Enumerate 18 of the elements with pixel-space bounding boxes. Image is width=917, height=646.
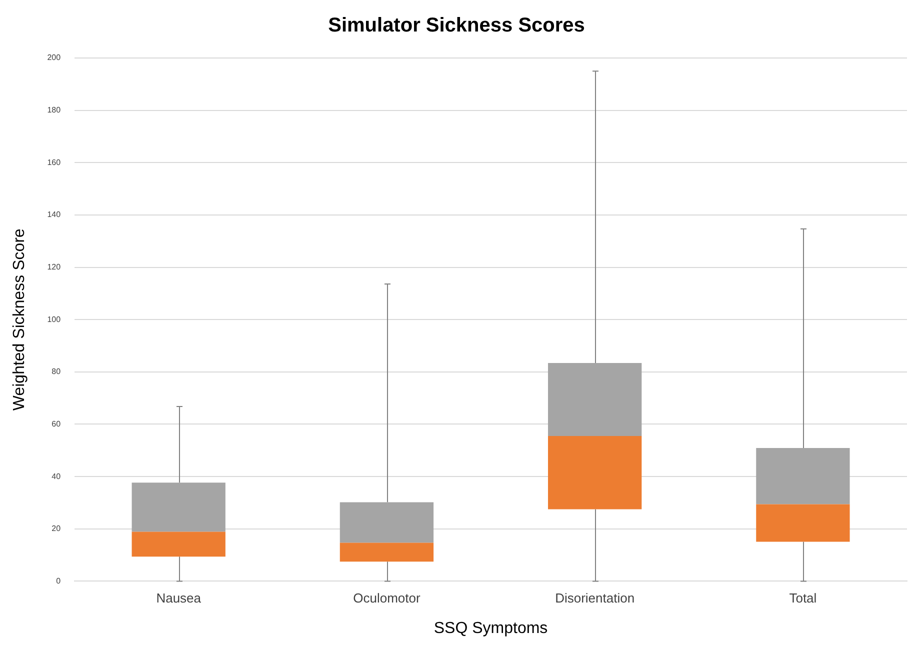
y-tick-label: 0 (56, 576, 62, 586)
y-tick-label: 20 (52, 524, 62, 534)
y-axis-title: Weighted Sickness Score (11, 228, 28, 411)
y-tick-label: 80 (52, 367, 62, 376)
y-tick-label: 100 (47, 314, 62, 324)
y-tick-label: 200 (47, 53, 62, 62)
chart-title: Simulator Sickness Scores (328, 14, 585, 37)
x-tick-label: Disorientation (555, 590, 635, 606)
x-tick-label: Oculomotor (353, 590, 421, 606)
y-tick-label: 160 (47, 158, 62, 167)
x-tick-label: Total (789, 590, 817, 606)
y-tick-label: 40 (52, 472, 62, 481)
y-tick-label: 180 (47, 106, 62, 115)
y-tick-label: 140 (47, 210, 62, 220)
x-axis-title: SSQ Symptoms (434, 620, 548, 637)
y-tick-label: 120 (47, 262, 62, 272)
x-tick-label: Nausea (156, 590, 202, 606)
y-tick-label: 60 (52, 419, 62, 428)
